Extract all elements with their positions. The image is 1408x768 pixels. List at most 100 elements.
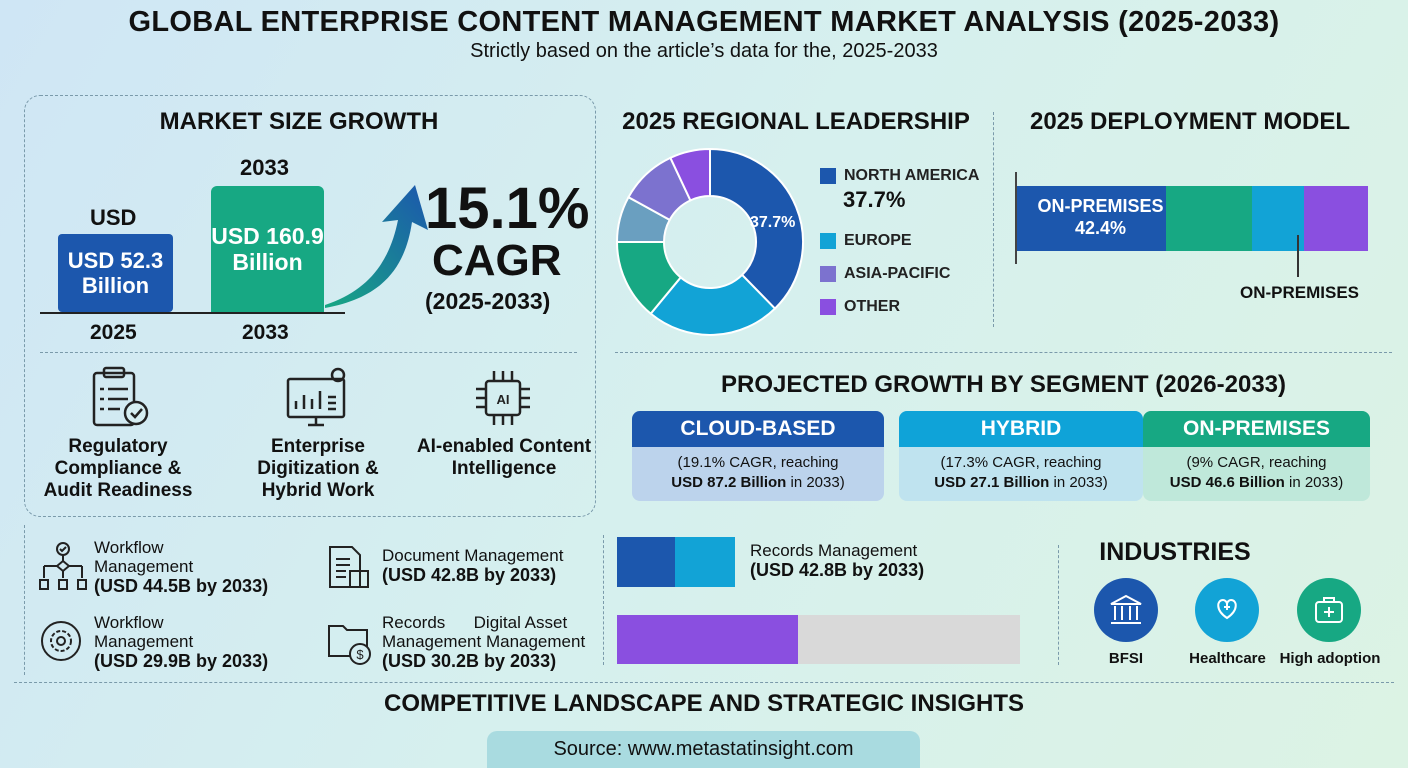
segment-value: USD 46.6 Billion	[1169, 474, 1285, 492]
segment-cagr: (19.1% CAGR, reaching	[677, 454, 839, 471]
clipboard-check-icon	[92, 366, 149, 427]
legend-north-america: NORTH AMERICA	[820, 167, 979, 185]
segment-value: USD 87.2 Billion	[671, 474, 787, 492]
deployment-callout: ON-PREMISES	[1240, 283, 1360, 302]
document-icon	[329, 546, 369, 588]
ai-chip-icon: AI	[476, 371, 530, 425]
legend-label: OTHER	[844, 298, 900, 315]
industry-label: BFSI	[1108, 650, 1144, 667]
segment-value: USD 27.1 Billion	[934, 474, 1050, 492]
legend-swatch	[820, 298, 836, 315]
driver-label: AI-enabled Content Intelligence	[416, 436, 592, 479]
growth-arrow-icon	[325, 185, 428, 308]
source-link[interactable]: Source: www.metastatinsight.com	[487, 731, 920, 768]
deployment-segment-hybrid	[1252, 186, 1305, 251]
segment-name: ON-PREMISES	[1143, 411, 1370, 447]
divider	[1058, 545, 1059, 665]
segment-detail: (17.3% CAGR, reaching USD 27.1 Billion in…	[899, 447, 1143, 500]
records-progress-fill	[617, 615, 799, 664]
deployment-bar-label: ON-PREMISES 42.4%	[1028, 196, 1173, 239]
legend-north-america-value: 37.7%	[843, 187, 906, 212]
bank-icon	[1094, 578, 1158, 642]
segment-card: CLOUD-BASED (19.1% CAGR, reaching USD 87.2…	[632, 411, 884, 501]
segment-cagr: (9% CAGR, reaching	[1186, 454, 1327, 471]
cagr-period: (2025-2033)	[425, 288, 551, 314]
legend-label: NORTH AMERICA	[844, 167, 980, 184]
market-heading: MARKET SIZE GROWTH	[159, 108, 439, 135]
solution-name: Workflow Management	[94, 538, 194, 577]
industry-label: High adoption	[1279, 650, 1381, 667]
segments-heading: PROJECTED GROWTH BY SEGMENT (2026-2033)	[720, 371, 1287, 398]
records-bar-segment	[617, 537, 675, 587]
bar-value: 42.4%	[1074, 217, 1127, 238]
legend-europe: EUROPE	[820, 232, 912, 250]
records-item: Records Management (USD 42.8B by 2033)	[750, 541, 924, 580]
solution-item: Document Management (USD 42.8B by 2033)	[382, 546, 563, 585]
folder-dollar-icon: $	[328, 625, 371, 665]
segment-card: ON-PREMISES (9% CAGR, reaching USD 46.6 Bi…	[1143, 411, 1370, 501]
medical-kit-icon	[1297, 578, 1361, 642]
divider	[615, 352, 1392, 353]
industries-heading: INDUSTRIES	[1099, 538, 1251, 566]
workflow-icon	[39, 542, 87, 590]
divider	[603, 535, 604, 665]
usd-label: USD	[90, 205, 137, 230]
solution-item: Workflow Management (USD 29.9B by 2033)	[94, 613, 268, 671]
regional-donut-chart	[615, 147, 804, 336]
axis-line	[1015, 172, 1017, 264]
divider	[40, 352, 577, 353]
records-name: Records Management	[750, 541, 918, 560]
segment-cagr: (17.3% CAGR, reaching	[940, 454, 1102, 471]
cagr-label: CAGR	[432, 236, 562, 285]
solution-name: Workflow Management	[94, 613, 194, 652]
legend-label: ASIA-PACIFIC	[844, 265, 951, 282]
market-panel	[24, 95, 596, 517]
segment-suffix: in 2033)	[786, 474, 845, 492]
baseline	[40, 312, 345, 314]
year-2033-top: 2033	[240, 155, 289, 180]
donut-slice-other	[669, 147, 711, 202]
records-value: (USD 42.8B by 2033)	[750, 560, 925, 581]
segment-name: CLOUD-BASED	[632, 411, 884, 447]
solution-item: Records Digital Asset Management Managem…	[382, 613, 592, 671]
solution-name: Records Digital Asset Management Managem…	[382, 613, 586, 652]
segment-suffix: in 2033)	[1049, 474, 1108, 492]
legend-swatch	[820, 265, 836, 282]
page-title: GLOBAL ENTERPRISE CONTENT MANAGEMENT MAR…	[128, 6, 1280, 38]
deployment-bar	[1017, 186, 1368, 251]
svg-text:AI: AI	[497, 392, 510, 407]
solution-value: (USD 30.2B by 2033)	[382, 651, 557, 672]
donut-slice-europe	[649, 273, 777, 336]
solution-value: (USD 44.5B by 2033)	[94, 576, 269, 597]
solution-item: Workflow Management (USD 44.5B by 2033)	[94, 538, 268, 596]
segment-detail: (9% CAGR, reaching USD 46.6 Billion in 20…	[1143, 447, 1370, 500]
legend-label: EUROPE	[844, 232, 912, 249]
divider	[993, 112, 994, 327]
driver-label: Regulatory Compliance & Audit Readiness	[43, 436, 193, 501]
donut-slice-label: 37.7%	[750, 214, 796, 231]
deployment-heading: 2025 DEPLOYMENT MODEL	[1029, 108, 1351, 135]
records-progress-track	[617, 615, 1020, 664]
deployment-segment-cloud	[1165, 186, 1253, 251]
legend-other: OTHER	[820, 298, 900, 316]
segment-detail: (19.1% CAGR, reaching USD 87.2 Billion in…	[632, 447, 884, 500]
legend-swatch	[820, 232, 836, 249]
driver-label: Enterprise Digitization & Hybrid Work	[257, 436, 379, 501]
donut-slice-north-america	[709, 147, 804, 310]
footer-heading: COMPETITIVE LANDSCAPE AND STRATEGIC INSI…	[383, 690, 1025, 717]
records-bar-segment	[675, 537, 735, 587]
divider	[14, 682, 1394, 683]
bar-2025: USD 52.3 Billion	[58, 234, 173, 312]
page-subtitle: Strictly based on the article’s data for…	[470, 40, 938, 62]
segment-suffix: in 2033)	[1284, 474, 1344, 492]
divider	[24, 525, 25, 675]
gear-cycle-icon	[41, 621, 81, 661]
regional-heading: 2025 REGIONAL LEADERSHIP	[622, 108, 970, 135]
segment-card: HYBRID (17.3% CAGR, reaching USD 27.1 Bill…	[899, 411, 1143, 501]
year-2025: 2025	[90, 321, 137, 344]
industry-label: Healthcare	[1189, 650, 1266, 667]
deployment-segment-on-premises	[1017, 186, 1166, 251]
bar-2033: USD 160.9 Billion	[211, 186, 324, 312]
solution-value: (USD 29.9B by 2033)	[94, 651, 269, 672]
bar-label: ON-PREMISES	[1037, 196, 1164, 216]
